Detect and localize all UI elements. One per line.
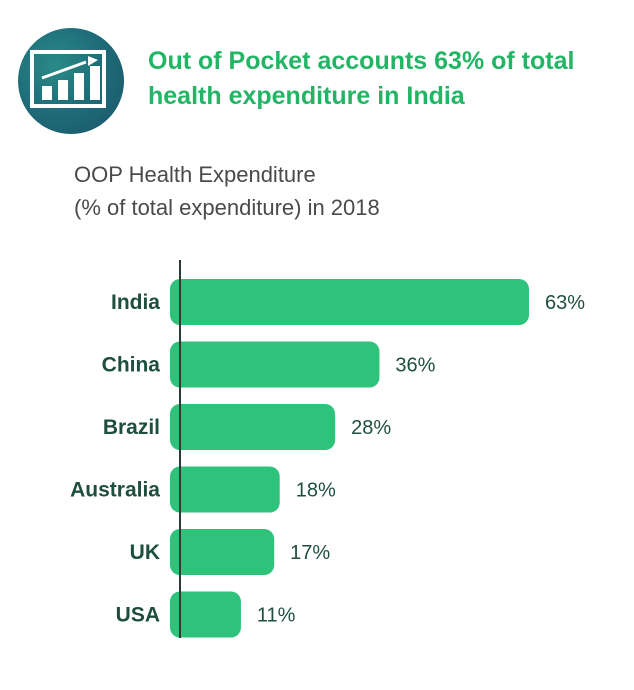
category-label: UK xyxy=(130,541,160,564)
headline-line-1: Out of Pocket accounts 63% of total xyxy=(148,47,575,75)
category-label: Australia xyxy=(70,479,160,502)
header-badge xyxy=(18,28,124,134)
category-label: India xyxy=(111,291,160,314)
bar-chart: India 63% China 36% Brazil 28% Australia 18% UK 1… xyxy=(70,260,585,638)
bar-china xyxy=(170,341,380,388)
value-label: 11% xyxy=(257,605,296,627)
category-label: Brazil xyxy=(103,416,160,439)
headline-line-2: health expenditure in India xyxy=(148,82,465,110)
category-label: USA xyxy=(116,604,160,627)
chart-subtitle: OOP Health Expenditure (% of total expen… xyxy=(74,158,380,224)
value-label: 63% xyxy=(545,292,585,314)
bar-australia xyxy=(170,466,280,513)
chart-subtitle-line: (% of total expenditure) in 2018 xyxy=(74,195,380,220)
chart-title: OOP Health Expenditure xyxy=(74,162,316,187)
category-label: China xyxy=(102,354,161,377)
bar-uk xyxy=(170,529,275,575)
bar-india xyxy=(170,279,529,325)
bar-brazil xyxy=(170,404,336,450)
value-label: 17% xyxy=(290,542,330,564)
bar-usa xyxy=(170,591,241,638)
growth-chart-icon xyxy=(30,50,106,108)
value-label: 36% xyxy=(395,355,435,377)
value-label: 18% xyxy=(296,480,336,502)
value-label: 28% xyxy=(351,417,391,439)
headline: Out of Pocket accounts 63% of total heal… xyxy=(148,44,618,114)
